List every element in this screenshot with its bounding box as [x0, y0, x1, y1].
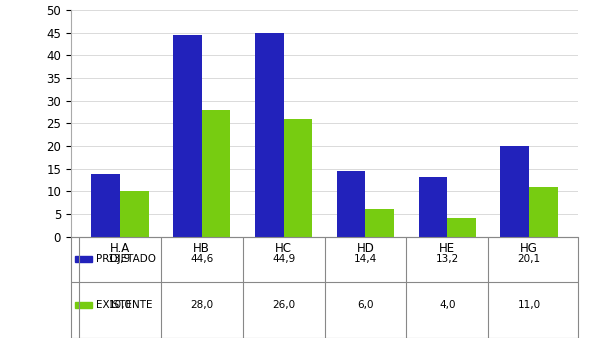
- Bar: [202, 110, 230, 237]
- Bar: [75, 257, 91, 262]
- Bar: [337, 171, 365, 237]
- Bar: [447, 218, 476, 237]
- Text: 28,0: 28,0: [190, 300, 214, 310]
- Text: 10,0: 10,0: [109, 300, 132, 310]
- Text: EXISTENTE: EXISTENTE: [96, 300, 152, 310]
- Text: 26,0: 26,0: [272, 300, 295, 310]
- Text: 6,0: 6,0: [357, 300, 373, 310]
- Bar: [120, 191, 149, 237]
- Text: 44,6: 44,6: [190, 255, 214, 264]
- Text: 20,1: 20,1: [517, 255, 540, 264]
- Bar: [365, 210, 394, 237]
- Text: 13,9: 13,9: [109, 255, 132, 264]
- Bar: [255, 33, 284, 237]
- Text: 11,0: 11,0: [517, 300, 540, 310]
- Text: 44,9: 44,9: [272, 255, 295, 264]
- Text: 13,2: 13,2: [435, 255, 459, 264]
- Bar: [75, 302, 91, 308]
- Bar: [500, 146, 529, 237]
- Text: PROJETADO: PROJETADO: [96, 255, 156, 264]
- Bar: [91, 174, 120, 237]
- Text: 4,0: 4,0: [439, 300, 455, 310]
- Text: 14,4: 14,4: [354, 255, 377, 264]
- Bar: [284, 119, 312, 237]
- Bar: [529, 187, 558, 237]
- Bar: [419, 177, 447, 237]
- Bar: [173, 34, 202, 237]
